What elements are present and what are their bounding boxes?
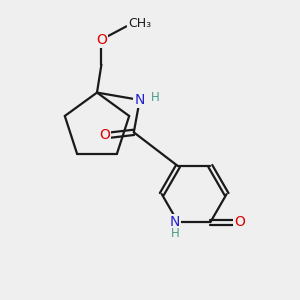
Text: H: H [171,227,179,240]
Text: O: O [99,128,110,142]
Text: O: O [234,215,245,229]
Text: N: N [134,93,145,107]
Text: N: N [170,215,180,229]
Text: CH₃: CH₃ [128,17,151,30]
Text: O: O [96,33,107,46]
Text: H: H [151,91,159,104]
